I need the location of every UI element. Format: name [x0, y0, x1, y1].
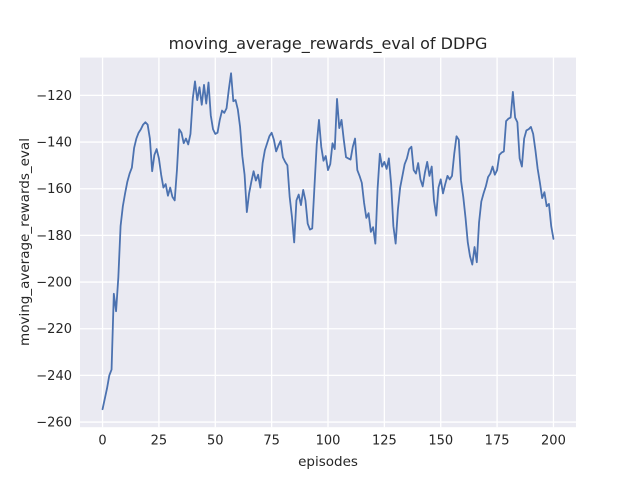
y-tick-label: −260 — [36, 416, 72, 431]
x-tick-label: 25 — [151, 434, 168, 449]
x-tick-label: 50 — [207, 434, 224, 449]
x-tick-label: 75 — [263, 434, 280, 449]
series-line — [101, 72, 555, 411]
y-tick-label: −180 — [36, 229, 72, 244]
gridlines — [80, 57, 576, 428]
x-tick-label: 0 — [98, 434, 106, 449]
y-axis-label: moving_average_rewards_eval — [17, 138, 33, 346]
y-tick-label: −120 — [36, 89, 72, 104]
y-tick-label: −240 — [36, 369, 72, 384]
x-tick-label: 125 — [372, 434, 397, 449]
y-tick-label: −140 — [36, 136, 72, 151]
x-tick-label: 200 — [541, 434, 566, 449]
y-tick-labels: −260 −240 −220 −200 −180 −160 −140 −120 — [36, 89, 72, 431]
x-tick-labels: 0 25 50 75 100 125 150 175 200 — [98, 434, 565, 449]
y-tick-label: −220 — [36, 322, 72, 337]
x-tick-label: 100 — [316, 434, 341, 449]
x-tick-label: 175 — [485, 434, 510, 449]
x-axis-label: episodes — [298, 454, 358, 470]
x-tick-label: 150 — [428, 434, 453, 449]
chart-title: moving_average_rewards_eval of DDPG — [169, 34, 488, 54]
y-tick-label: −160 — [36, 182, 72, 197]
y-tick-label: −200 — [36, 276, 72, 291]
